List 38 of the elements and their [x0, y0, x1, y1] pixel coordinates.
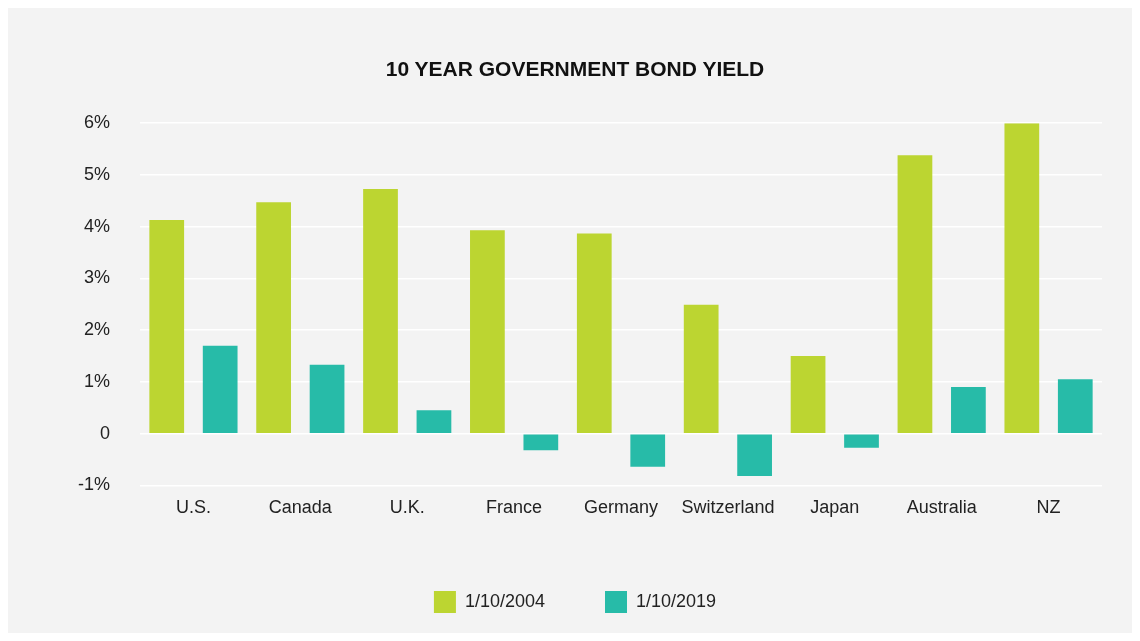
bar	[576, 233, 612, 433]
y-tick-label: 4%	[83, 215, 111, 236]
x-tick-label: Australia	[906, 497, 978, 518]
y-tick-label: 3%	[83, 267, 111, 288]
x-tick-label: France	[486, 497, 543, 518]
x-tick-label: U.S.	[175, 497, 211, 518]
x-tick-label: Japan	[810, 497, 860, 518]
y-tick-label: 1%	[83, 370, 111, 391]
x-tick-label: NZ	[1036, 497, 1061, 518]
y-tick-label: 6%	[83, 112, 111, 133]
y-tick-label: 2%	[83, 319, 111, 340]
legend-label: 1/10/2004	[464, 590, 545, 611]
y-tick-label: -1%	[77, 474, 111, 495]
x-tick-label: Germany	[583, 497, 659, 518]
bar	[897, 155, 933, 433]
bar	[951, 387, 986, 433]
bar	[844, 434, 879, 448]
x-tick-label: U.K.	[389, 497, 425, 518]
bar	[470, 230, 505, 433]
y-tick-label: 5%	[83, 163, 111, 184]
bar	[202, 345, 238, 433]
bar	[256, 202, 291, 433]
x-tick-label: Switzerland	[681, 497, 775, 518]
bar	[309, 364, 345, 433]
bar	[1004, 123, 1040, 433]
bar	[523, 434, 559, 451]
y-tick-label: 0	[99, 422, 111, 443]
bar	[683, 304, 719, 433]
chart-title: 10 YEAR GOVERNMENT BOND YIELD	[385, 57, 765, 81]
x-tick-label: Canada	[268, 497, 333, 518]
bar	[1057, 379, 1093, 433]
bar	[737, 434, 772, 477]
legend-label: 1/10/2019	[636, 590, 717, 611]
bar	[416, 410, 452, 433]
bar	[630, 434, 666, 467]
bar	[363, 188, 398, 433]
bar	[790, 356, 826, 433]
bar	[149, 219, 185, 433]
